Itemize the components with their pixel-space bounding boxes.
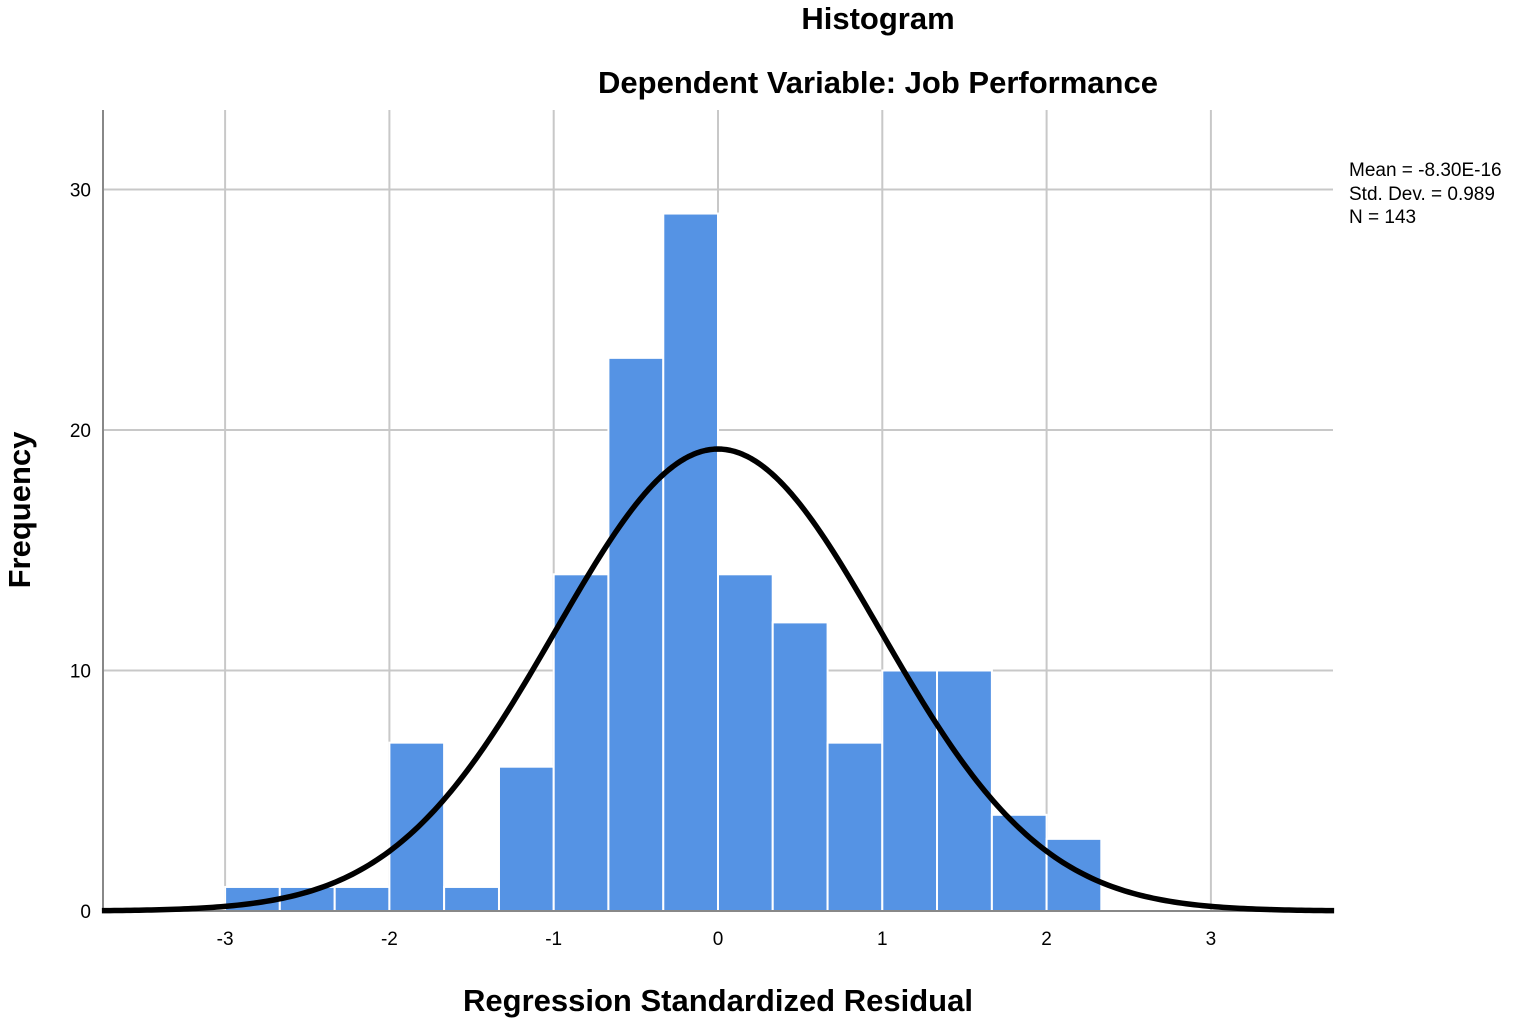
chart-subtitle: Dependent Variable: Job Performance xyxy=(598,65,1158,100)
y-tick-label: 10 xyxy=(70,662,91,683)
x-tick-label: 0 xyxy=(713,929,724,950)
stats-box: Mean = -8.30E-16 Std. Dev. = 0.989 N = 1… xyxy=(1349,160,1502,228)
histogram-bar xyxy=(826,741,884,913)
histogram-bar xyxy=(443,885,500,913)
stats-std-dev: Std. Dev. = 0.989 xyxy=(1349,184,1495,205)
histogram-bar xyxy=(881,669,939,912)
x-tick-label: -1 xyxy=(545,929,562,950)
histogram-bar xyxy=(717,573,774,912)
stats-mean: Mean = -8.30E-16 xyxy=(1349,160,1502,181)
axes xyxy=(102,110,1333,912)
normal-curve xyxy=(101,446,1335,914)
histogram-bar xyxy=(607,356,665,913)
x-tick-label: 1 xyxy=(877,929,888,950)
chart-title: Histogram xyxy=(801,1,954,36)
x-tick-label: -3 xyxy=(217,929,234,950)
y-axis-label: Frequency xyxy=(2,431,37,589)
histogram-bar xyxy=(333,885,391,913)
y-tick-label: 20 xyxy=(70,421,91,442)
histogram-bars xyxy=(224,212,1103,913)
x-tick-label: -2 xyxy=(381,929,398,950)
histogram-bar xyxy=(1045,837,1103,912)
y-tick-label: 0 xyxy=(80,902,91,923)
y-tick-label: 30 xyxy=(70,181,91,202)
histogram-bar xyxy=(771,621,829,913)
x-tick-label: 3 xyxy=(1206,929,1217,950)
histogram-bar xyxy=(497,765,555,913)
x-tick-label: 2 xyxy=(1041,929,1052,950)
histogram-bar xyxy=(662,212,719,913)
x-axis-label: Regression Standardized Residual xyxy=(463,983,973,1018)
histogram-bar xyxy=(552,573,610,912)
stats-n: N = 143 xyxy=(1349,207,1416,228)
